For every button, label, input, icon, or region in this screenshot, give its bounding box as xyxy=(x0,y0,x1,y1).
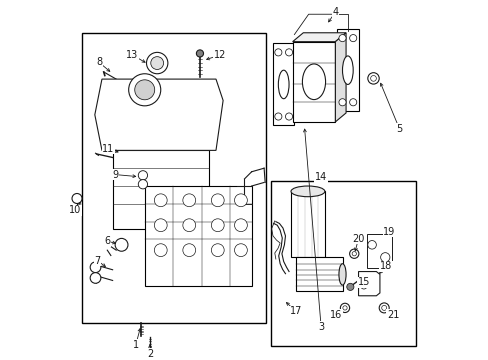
Circle shape xyxy=(90,262,101,273)
Circle shape xyxy=(367,240,376,249)
Text: 8: 8 xyxy=(96,57,102,67)
Circle shape xyxy=(234,219,247,231)
Circle shape xyxy=(146,52,167,74)
Circle shape xyxy=(196,50,203,57)
Circle shape xyxy=(351,252,356,256)
Bar xyxy=(272,44,294,125)
Circle shape xyxy=(211,244,224,257)
Bar xyxy=(290,192,324,257)
Text: 14: 14 xyxy=(314,172,326,182)
Circle shape xyxy=(367,73,378,84)
Circle shape xyxy=(346,283,353,291)
Circle shape xyxy=(234,194,247,207)
Bar xyxy=(336,29,358,111)
Circle shape xyxy=(154,219,167,231)
Text: 15: 15 xyxy=(357,277,369,287)
Circle shape xyxy=(380,253,389,262)
Circle shape xyxy=(274,113,282,120)
Ellipse shape xyxy=(342,56,352,85)
Text: 7: 7 xyxy=(94,256,101,266)
Circle shape xyxy=(183,194,195,207)
Bar xyxy=(292,42,335,122)
Circle shape xyxy=(285,49,292,56)
Circle shape xyxy=(183,244,195,257)
Bar xyxy=(366,234,391,268)
Polygon shape xyxy=(335,33,346,122)
Circle shape xyxy=(115,238,128,251)
Text: 3: 3 xyxy=(317,322,324,332)
Bar xyxy=(271,181,415,346)
Bar xyxy=(82,33,265,323)
Circle shape xyxy=(183,219,195,231)
Circle shape xyxy=(135,80,154,100)
Text: 16: 16 xyxy=(330,310,342,320)
Circle shape xyxy=(370,76,376,81)
Ellipse shape xyxy=(360,283,366,289)
Circle shape xyxy=(285,113,292,120)
Circle shape xyxy=(340,303,349,312)
Bar xyxy=(296,257,342,291)
Text: 9: 9 xyxy=(112,170,118,180)
Circle shape xyxy=(378,303,388,313)
Ellipse shape xyxy=(278,70,288,99)
Ellipse shape xyxy=(290,186,324,197)
Text: 11: 11 xyxy=(102,144,114,154)
Circle shape xyxy=(349,35,356,42)
Text: 20: 20 xyxy=(352,234,364,244)
Circle shape xyxy=(211,219,224,231)
Text: 18: 18 xyxy=(379,261,391,271)
Circle shape xyxy=(138,171,147,180)
Circle shape xyxy=(211,194,224,207)
Circle shape xyxy=(154,244,167,257)
Text: 12: 12 xyxy=(214,50,226,60)
Text: 1: 1 xyxy=(132,339,139,350)
Circle shape xyxy=(338,99,346,106)
Circle shape xyxy=(234,244,247,257)
Circle shape xyxy=(154,194,167,207)
Text: 2: 2 xyxy=(146,348,153,359)
Circle shape xyxy=(342,306,346,310)
Circle shape xyxy=(274,49,282,56)
Polygon shape xyxy=(292,33,346,42)
Circle shape xyxy=(338,35,346,42)
Circle shape xyxy=(72,193,82,203)
Text: 17: 17 xyxy=(289,306,302,316)
Circle shape xyxy=(349,99,356,106)
Text: 5: 5 xyxy=(396,124,402,134)
Bar xyxy=(144,186,251,286)
Circle shape xyxy=(138,180,147,189)
Polygon shape xyxy=(95,79,223,150)
Circle shape xyxy=(90,273,101,283)
Text: 13: 13 xyxy=(126,50,138,60)
Ellipse shape xyxy=(302,64,325,100)
Polygon shape xyxy=(358,271,379,296)
Circle shape xyxy=(381,305,386,310)
Text: 10: 10 xyxy=(69,205,81,215)
Circle shape xyxy=(128,74,161,106)
Text: 21: 21 xyxy=(386,310,399,320)
Bar xyxy=(112,150,208,229)
Circle shape xyxy=(150,57,163,69)
Text: 19: 19 xyxy=(383,227,395,237)
Text: 6: 6 xyxy=(104,236,110,246)
Ellipse shape xyxy=(338,264,346,285)
Circle shape xyxy=(349,249,358,258)
Text: 4: 4 xyxy=(332,7,338,17)
